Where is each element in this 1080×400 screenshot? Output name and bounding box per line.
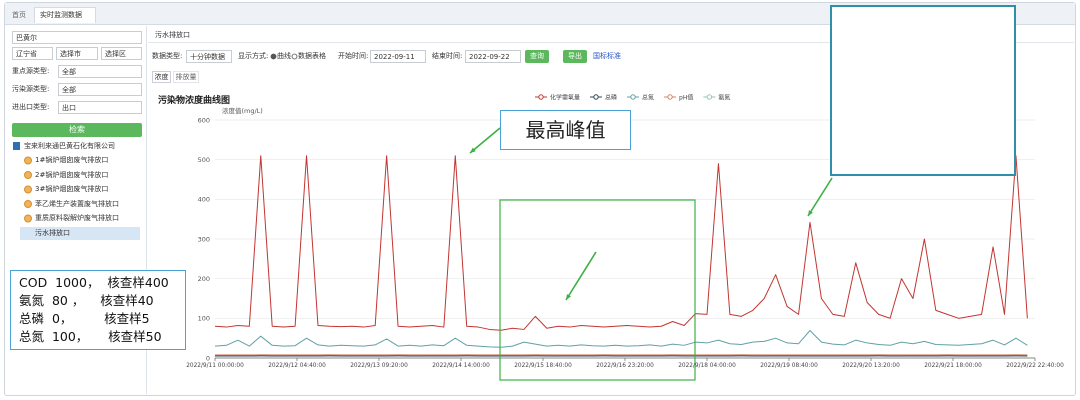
select[interactable]: 十分钟数据: [186, 50, 232, 63]
button[interactable]: 导出: [563, 50, 587, 63]
y-tick-label: 200: [198, 275, 210, 283]
filter-label: 重点源类型:: [12, 67, 50, 75]
date-input[interactable]: 2022-09-22: [465, 50, 521, 63]
subtab[interactable]: 排放量: [173, 71, 199, 83]
radio-label[interactable]: 数据表格: [298, 52, 326, 60]
legend-label: pH值: [679, 93, 693, 101]
legend-label: 氨氮: [718, 93, 730, 101]
peak-label: 最高峰值: [500, 110, 631, 150]
y-tick-label: 100: [198, 315, 210, 323]
filter-label: 污染源类型:: [12, 85, 50, 93]
note-line: 总磷 0， 核查样5: [19, 311, 150, 326]
search-input[interactable]: 巴黄尔: [12, 31, 142, 44]
y-tick-label: 0: [206, 354, 210, 362]
y-tick-label: 300: [198, 235, 210, 243]
region-select[interactable]: 选择区: [101, 47, 142, 60]
outlet-icon: [24, 185, 32, 194]
x-tick-label: 2022/9/12 04:40:00: [268, 363, 326, 369]
outlet[interactable]: 苯乙烯生产装置废气排放口: [35, 199, 119, 208]
legend-label: 化学需氧量: [550, 93, 580, 101]
y-axis-label: 浓度值(mg/L): [222, 106, 263, 115]
arrow-head: [470, 147, 476, 153]
label: 开始时间:: [338, 52, 369, 60]
x-tick-label: 2022/9/20 13:20:00: [842, 363, 900, 369]
x-tick-label: 2022/9/13 09:20:00: [350, 363, 408, 369]
legend-label: 总磷: [605, 93, 617, 101]
company-icon: [13, 142, 20, 150]
note-line: 总氮 100， 核查样50: [19, 329, 162, 344]
outlet[interactable]: 3#锅炉烟囱废气排放口: [35, 185, 109, 193]
note-line: COD 1000， 核查样400: [19, 275, 169, 290]
filter-select[interactable]: 出口: [58, 101, 142, 114]
search-button[interactable]: 检索: [12, 123, 142, 137]
y-tick-label: 500: [198, 156, 210, 164]
link[interactable]: 国标标准: [593, 52, 621, 60]
date-input[interactable]: 2022-09-11: [370, 50, 426, 63]
tab[interactable]: 首页: [12, 11, 26, 19]
legend-label: 总氮: [642, 93, 654, 101]
x-tick-label: 2022/9/14 14:00:00: [432, 363, 490, 369]
outlet-icon: [24, 214, 32, 223]
header-divider: [148, 42, 1074, 43]
series-line: [214, 330, 1028, 348]
region-select[interactable]: 辽宁省: [12, 47, 53, 60]
highlight-box: [499, 199, 696, 381]
arrow: [469, 127, 501, 154]
y-tick-label: 400: [198, 196, 210, 204]
subtab-active[interactable]: 浓度: [152, 71, 171, 83]
tab-bar: [5, 3, 1075, 25]
frame: [4, 2, 1076, 396]
arrow-head: [808, 210, 813, 216]
x-tick-label: 2022/9/15 18:40:00: [514, 363, 572, 369]
tab-active[interactable]: 实时监测数据: [34, 7, 96, 23]
x-tick-label: 2022/9/22 22:40:00: [1006, 363, 1064, 369]
legend-symbol: [593, 94, 599, 100]
legend-symbol: [538, 94, 544, 100]
outlet[interactable]: 污水排放口: [35, 228, 70, 237]
filter-label: 进出口类型:: [12, 103, 50, 111]
label: 显示方式:: [238, 52, 269, 60]
outlet-icon: [24, 200, 32, 208]
radio: [291, 53, 298, 60]
x-tick-label: 2022/9/18 04:00:00: [678, 363, 736, 369]
note-line: 氨氮 80 ， 核查样40: [19, 293, 154, 308]
legend-symbol: [667, 94, 673, 100]
company[interactable]: 宝来利来通巴黄石化有限公司: [24, 142, 115, 150]
series-line: [214, 155, 1028, 331]
filter-select[interactable]: 全部: [58, 65, 142, 78]
sidebar-divider: [146, 26, 147, 394]
button[interactable]: 查询: [525, 50, 549, 63]
x-tick-label: 2022/9/21 18:00:00: [924, 363, 982, 369]
outlet-icon: [24, 171, 32, 179]
legend-symbol: [706, 94, 713, 100]
main-title: 污水排放口: [155, 31, 190, 39]
outlet[interactable]: 1#锅炉烟囱废气排放口: [35, 156, 109, 164]
outlet[interactable]: 重质原料裂解炉废气排放口: [35, 214, 119, 222]
chart-title: 污染物浓度曲线图: [158, 94, 230, 106]
arrow: [807, 177, 833, 217]
legend-symbol: [630, 94, 636, 100]
label: 结束时间:: [432, 52, 463, 60]
inset: [830, 5, 1016, 176]
note-box: COD 1000， 核查样400 氨氮 80 ， 核查样40 总磷 0， 核查样5 总…: [10, 270, 186, 350]
x-tick-label: 2022/9/16 23:20:00: [596, 363, 654, 369]
x-tick-label: 2022/9/11 00:00:00: [186, 363, 244, 369]
radio: [270, 53, 277, 60]
region-select[interactable]: 选择市: [56, 47, 98, 60]
outlet-selected: [20, 226, 140, 240]
filter-select[interactable]: 全部: [58, 83, 142, 96]
radio-label[interactable]: 曲线: [277, 52, 291, 60]
outlet-icon: [24, 156, 32, 165]
arrow: [565, 251, 597, 301]
label: 数据类型:: [152, 52, 183, 60]
y-tick-label: 600: [198, 116, 210, 124]
x-tick-label: 2022/9/19 08:40:00: [760, 363, 818, 369]
arrow-head: [566, 294, 571, 300]
outlet[interactable]: 2#锅炉烟囱废气排放口: [35, 170, 109, 179]
